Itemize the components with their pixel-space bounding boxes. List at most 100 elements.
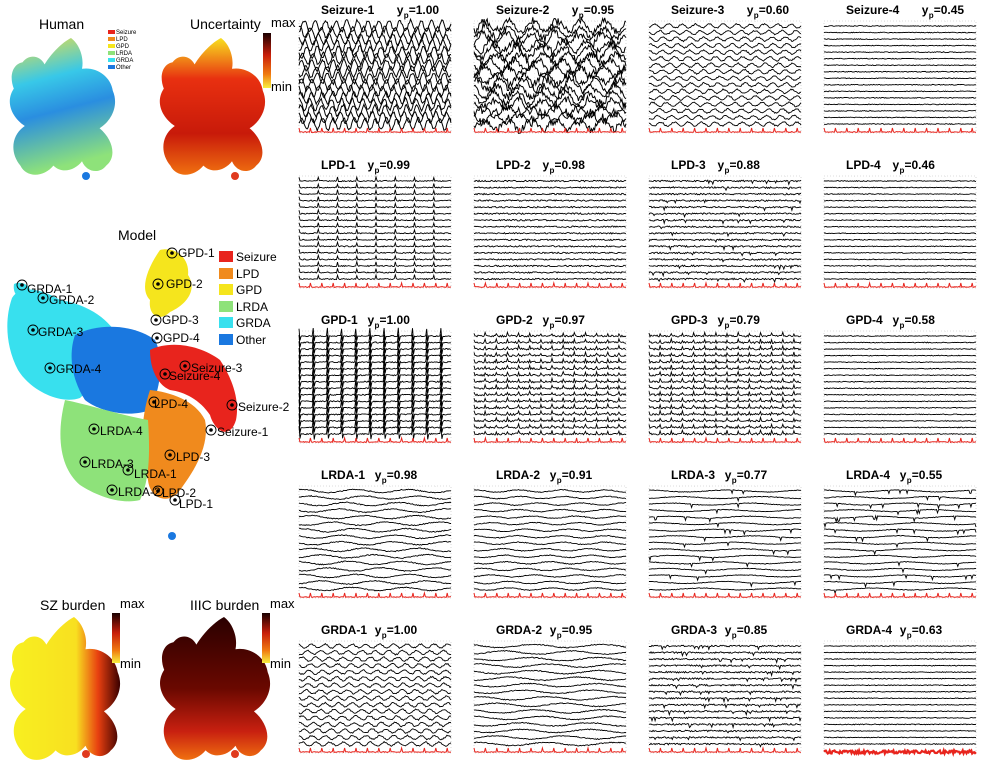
legend-label: Other <box>236 332 267 347</box>
point-dot <box>154 318 158 322</box>
model-point: GRDA-4 <box>44 362 102 376</box>
eeg-trace <box>648 121 802 127</box>
model-point: GPD-3 <box>150 313 199 327</box>
point-dot <box>110 488 114 492</box>
eeg-trace <box>648 22 802 30</box>
model-point: LPD-2 <box>152 485 196 500</box>
eeg-trace <box>648 49 802 56</box>
point-label: Seizure-3 <box>191 361 243 375</box>
panel-yp-subscript: p <box>907 631 912 640</box>
eeg-trace <box>648 742 802 748</box>
ekg-trace <box>823 127 976 134</box>
eeg-trace <box>298 273 452 281</box>
legend-item-seizure: Seizure <box>219 249 277 266</box>
eeg-trace <box>298 553 452 559</box>
eeg-trace <box>824 186 977 189</box>
eeg-panel: LPD-2 y p =0.98 <box>473 158 627 289</box>
panel-title: GPD-1 <box>321 313 358 327</box>
ekg-trace <box>298 436 452 444</box>
eeg-trace <box>473 528 627 533</box>
eeg-panel: GRDA-2 y p =0.95 <box>473 623 627 754</box>
eeg-trace <box>298 30 452 47</box>
eeg-trace <box>648 231 802 238</box>
eeg-trace <box>474 508 627 513</box>
eeg-trace <box>474 560 627 565</box>
model-point: GRDA-2 <box>37 292 95 307</box>
legend-item-gpd: GPD <box>219 282 277 299</box>
eeg-trace <box>648 350 802 358</box>
eeg-trace <box>473 74 627 95</box>
eeg-panel: GPD-1 y p =1.00 <box>298 313 452 444</box>
panel-title: LRDA-3 <box>671 468 715 482</box>
eeg-trace <box>473 515 627 520</box>
eeg-panel: Seizure-4 y p =0.45 <box>823 3 977 134</box>
eeg-trace <box>648 94 802 101</box>
point-label: GRDA-2 <box>49 293 95 307</box>
eeg-trace <box>473 567 626 572</box>
eeg-panel: GPD-3 y p =0.79 <box>648 313 802 444</box>
panel-yp-subscript: p <box>754 11 759 20</box>
eeg-trace <box>473 330 627 338</box>
panel-title: GRDA-4 <box>846 623 892 637</box>
eeg-trace <box>648 696 802 704</box>
ekg-trace <box>473 746 627 754</box>
eeg-trace <box>823 703 977 706</box>
ekg-trace <box>473 127 627 134</box>
eeg-trace <box>823 406 977 409</box>
panel-yp-value: =0.79 <box>730 313 761 327</box>
uncertainty-dot-marker <box>231 172 239 180</box>
eeg-trace <box>473 80 627 102</box>
point-ring <box>44 362 56 374</box>
eeg-trace <box>298 501 452 507</box>
eeg-trace <box>473 389 627 397</box>
eeg-trace <box>648 225 802 230</box>
panel-yp-symbol: y <box>725 468 732 482</box>
eeg-panels: Seizure-1 y p =1.00 Seizure-2 y p =0.95 Seizure-… <box>298 3 977 758</box>
eeg-trace <box>298 221 452 228</box>
human-dot-marker <box>82 172 90 180</box>
eeg-trace <box>298 366 452 381</box>
eeg-trace <box>823 199 977 202</box>
point-dot <box>209 428 213 432</box>
panel-yp-symbol: y <box>922 3 929 17</box>
panel-yp-value: =0.46 <box>905 158 936 172</box>
eeg-trace <box>298 175 452 183</box>
eeg-trace <box>824 123 976 125</box>
panel-yp-value: =0.60 <box>759 3 790 17</box>
panel-yp-symbol: y <box>572 3 579 17</box>
eeg-trace <box>648 644 802 651</box>
eeg-trace <box>298 494 452 501</box>
panel-title: Seizure-4 <box>846 3 900 17</box>
point-label: GRDA-4 <box>56 362 102 376</box>
legend-label: Seizure <box>236 250 277 264</box>
eeg-trace <box>648 238 802 244</box>
legend-item-grda: GRDA <box>108 58 136 65</box>
panel-title: Seizure-3 <box>671 3 725 17</box>
iiic-cb-max: max <box>270 596 295 611</box>
point-dot <box>31 328 35 332</box>
eeg-trace <box>298 514 452 520</box>
eeg-trace <box>823 521 977 529</box>
panel-yp-value: =0.99 <box>380 158 411 172</box>
eeg-trace <box>298 406 452 420</box>
point-ring <box>169 494 181 506</box>
eeg-trace <box>473 382 627 391</box>
eeg-trace <box>298 675 452 682</box>
eeg-trace <box>473 495 627 500</box>
eeg-trace <box>823 420 977 422</box>
point-ring <box>205 424 217 436</box>
ekg-trace <box>473 436 627 444</box>
eeg-trace <box>298 488 451 494</box>
panel-title: LRDA-4 <box>846 468 890 482</box>
eeg-trace <box>473 643 627 649</box>
sz-burden-embedding-map <box>10 617 121 760</box>
eeg-trace <box>474 192 627 196</box>
eeg-trace <box>648 508 801 515</box>
point-ring <box>166 247 178 259</box>
eeg-trace <box>474 708 626 714</box>
eeg-trace <box>823 38 977 40</box>
eeg-trace <box>648 61 802 69</box>
panel-yp-symbol: y <box>747 3 754 17</box>
point-ring <box>150 314 162 326</box>
panel-title: Seizure-2 <box>496 3 550 17</box>
